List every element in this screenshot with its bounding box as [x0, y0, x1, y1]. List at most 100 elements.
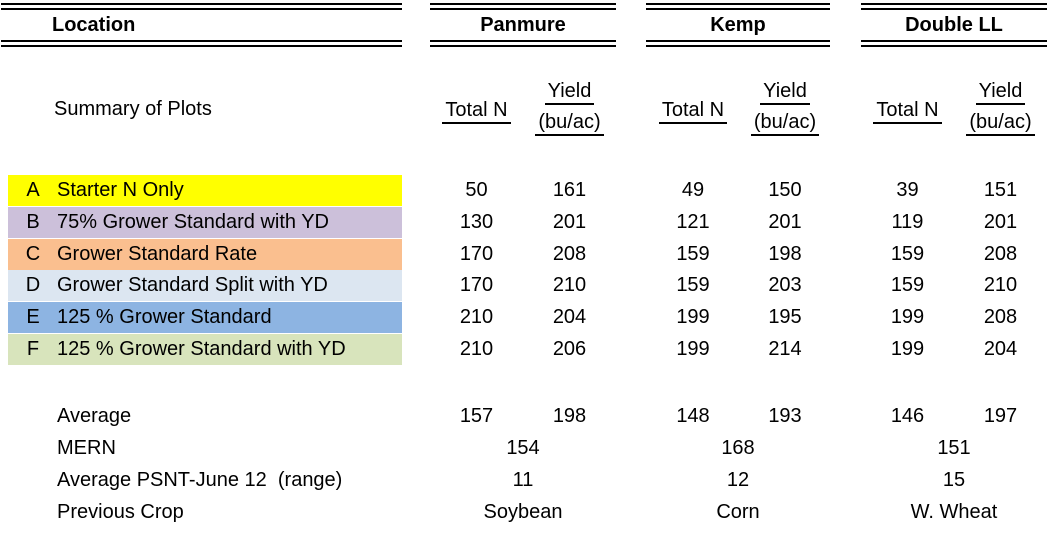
panmure-label: Panmure	[480, 13, 566, 36]
kemp-yield-header: Yield	[739, 80, 831, 106]
treatment-row-e: E 125 % Grower Standard 210 204 199 195 …	[0, 302, 1056, 333]
treatment-code: D	[25, 274, 41, 296]
yield-header-text: Yield	[544, 81, 595, 105]
treatment-label: Grower Standard Split with YD	[57, 274, 328, 296]
double-ll-yield-value: 151	[983, 179, 1018, 201]
panmure-yield-value: 204	[552, 306, 587, 328]
panmure-average-yield: 198	[552, 405, 587, 427]
psnt-row: Average PSNT-June 12 (range) 11 12 15	[0, 464, 1056, 496]
panmure-yield-value: 208	[552, 243, 587, 265]
mern-label: MERN	[57, 437, 116, 459]
double-ll-yield-units: (bu/ac)	[954, 111, 1047, 137]
row-highlight	[8, 239, 402, 270]
panmure-previous-crop: Soybean	[483, 501, 563, 523]
double-ll-yield-value: 204	[983, 338, 1018, 360]
kemp-total-n-value: 121	[676, 211, 710, 233]
double-ll-total-n-value: 119	[891, 211, 924, 233]
double-ll-yield-value: 208	[983, 243, 1018, 265]
row-highlight	[8, 270, 402, 301]
treatment-code: E	[26, 306, 40, 328]
kemp-total-n-value: 199	[676, 306, 710, 328]
total-n-header-text: Total N	[873, 100, 942, 124]
kemp-yield-value: 201	[768, 211, 802, 233]
previous-crop-row: Previous Crop Soybean Corn W. Wheat	[0, 496, 1056, 528]
treatment-row-f: F 125 % Grower Standard with YD 210 206 …	[0, 334, 1056, 365]
yield-header-text: Yield	[760, 81, 810, 105]
treatment-code: F	[26, 338, 40, 360]
row-highlight	[8, 334, 402, 365]
kemp-previous-crop: Corn	[716, 501, 760, 523]
panmure-yield-header: Yield	[523, 80, 616, 106]
double-ll-total-n-header: Total N	[861, 99, 954, 125]
panmure-total-n-value: 50	[465, 179, 488, 201]
summary-of-plots-label: Summary of Plots	[54, 98, 212, 120]
treatment-label: 75% Grower Standard with YD	[57, 211, 329, 233]
kemp-total-n-value: 159	[676, 243, 710, 265]
double-ll-total-n-value: 199	[890, 338, 925, 360]
kemp-label: Kemp	[710, 13, 766, 36]
panmure-total-n-value: 170	[459, 243, 494, 265]
row-highlight	[8, 207, 402, 238]
average-label: Average	[57, 405, 132, 427]
panmure-yield-value: 201	[552, 211, 587, 233]
treatment-code: C	[25, 243, 41, 265]
kemp-yield-value: 195	[768, 306, 802, 328]
treatment-label: 125 % Grower Standard with YD	[57, 338, 346, 360]
double-ll-average-total-n: 146	[890, 405, 925, 427]
yield-units-text: (bu/ac)	[535, 112, 604, 136]
yield-header-text: Yield	[975, 81, 1026, 105]
panmure-yield-value: 161	[552, 179, 587, 201]
double-ll-total-n-value: 199	[890, 306, 925, 328]
panmure-psnt-value: 11	[512, 469, 534, 491]
kemp-total-n-value: 49	[681, 179, 705, 201]
treatment-label: Grower Standard Rate	[57, 243, 258, 265]
location-header-band: Location	[1, 3, 402, 47]
kemp-total-n-value: 159	[676, 274, 710, 296]
previous-crop-label: Previous Crop	[57, 501, 184, 523]
mern-row: MERN 154 168 151	[0, 432, 1056, 464]
kemp-average-yield: 193	[768, 405, 802, 427]
panmure-total-n-value: 210	[459, 306, 494, 328]
kemp-average-total-n: 148	[676, 405, 710, 427]
kemp-yield-value: 203	[768, 274, 802, 296]
panmure-average-total-n: 157	[459, 405, 494, 427]
double-ll-total-n-value: 159	[890, 274, 925, 296]
panmure-total-n-header: Total N	[430, 99, 523, 125]
total-n-header-text: Total N	[442, 100, 511, 124]
double-ll-average-yield: 197	[983, 405, 1018, 427]
location-header-kemp: Kemp	[646, 3, 830, 47]
treatment-row-a: A Starter N Only 50 161 49 150 39 151	[0, 175, 1056, 206]
row-highlight	[8, 302, 402, 333]
treatment-row-c: C Grower Standard Rate 170 208 159 198 1…	[0, 239, 1056, 270]
panmure-total-n-value: 210	[459, 338, 494, 360]
kemp-yield-value: 214	[768, 338, 802, 360]
treatment-row-d: D Grower Standard Split with YD 170 210 …	[0, 270, 1056, 301]
double-ll-yield-value: 201	[983, 211, 1018, 233]
kemp-yield-units: (bu/ac)	[739, 111, 831, 137]
location-header-panmure: Panmure	[430, 3, 616, 47]
treatment-label: Starter N Only	[57, 179, 184, 201]
treatment-row-b: B 75% Grower Standard with YD 130 201 12…	[0, 207, 1056, 238]
psnt-label: Average PSNT-June 12 (range)	[57, 469, 343, 491]
yield-units-text: (bu/ac)	[750, 112, 820, 136]
treatment-label: 125 % Grower Standard	[57, 306, 272, 328]
double-ll-mern-value: 151	[937, 437, 971, 459]
kemp-mern-value: 168	[721, 437, 755, 459]
panmure-yield-value: 210	[552, 274, 587, 296]
double-ll-previous-crop: W. Wheat	[910, 501, 998, 523]
double-ll-total-n-value: 39	[896, 179, 919, 201]
kemp-psnt-value: 12	[726, 469, 750, 491]
double-ll-yield-value: 208	[983, 306, 1018, 328]
panmure-total-n-value: 130	[459, 211, 494, 233]
kemp-total-n-header: Total N	[647, 99, 739, 125]
panmure-mern-value: 154	[506, 437, 540, 459]
treatment-code: B	[26, 211, 40, 233]
total-n-header-text: Total N	[658, 100, 728, 124]
double-ll-psnt-value: 15	[942, 469, 966, 491]
panmure-yield-units: (bu/ac)	[523, 111, 616, 137]
treatment-code: A	[26, 179, 40, 201]
location-header-label: Location	[52, 13, 136, 36]
kemp-total-n-value: 199	[676, 338, 710, 360]
double-ll-label: Double LL	[905, 13, 1003, 36]
